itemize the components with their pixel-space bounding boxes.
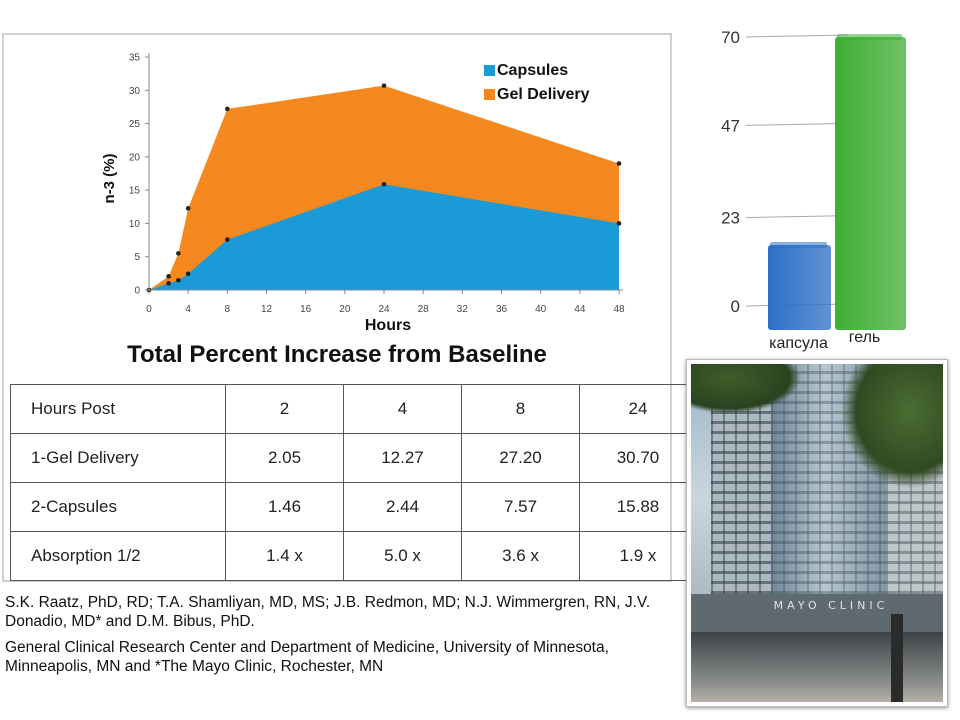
legend-label: Gel Delivery: [497, 86, 590, 103]
table-cell: 8: [461, 384, 580, 434]
bar-0: [768, 244, 831, 330]
table-cell: 3.6 x: [461, 531, 580, 581]
authors-text: S.K. Raatz, PhD, RD; T.A. Shamliyan, MD,…: [5, 594, 651, 630]
study-panel: 0 5 10 15 20 25 30 35 0 4 8 12 16 20 24 28 32 36 40 44 48 Hou…: [2, 33, 697, 582]
photo-frame: MAYO CLINIC: [686, 359, 948, 707]
x-tick-label: 8: [225, 304, 231, 315]
point-gel-delivery: [176, 251, 181, 256]
y-tick-label: 25: [129, 119, 141, 130]
bar-chart: 0 23 47 70 капсула гель: [721, 28, 906, 352]
table-row: Absorption 1/2 1.4 x 5.0 x 3.6 x 1.9 x: [10, 531, 697, 581]
point-gel-delivery: [185, 206, 191, 211]
table-cell: 2: [225, 384, 344, 434]
gridline: [745, 34, 849, 38]
table-header-row: Hours Post 2 4 8 24: [10, 384, 697, 434]
bar-1: [835, 37, 906, 330]
x-category-label: капсула: [769, 335, 828, 352]
y-tick-label: 5: [134, 252, 140, 263]
x-tick-label: 4: [185, 304, 191, 315]
table-cell: 1.46: [225, 482, 344, 532]
bar-top-face: [770, 241, 827, 248]
mayo-clinic-building-photo: MAYO CLINIC: [691, 364, 943, 702]
building-sign: MAYO CLINIC: [773, 599, 889, 612]
y-tick-label: 0: [731, 297, 740, 316]
x-tick-label: 24: [378, 304, 390, 315]
row-label-cell: Absorption 1/2: [10, 531, 226, 581]
table-cell: 24: [579, 384, 697, 434]
point-capsules: [176, 277, 181, 283]
y-axis-label: n-3 (%): [101, 154, 118, 204]
y-tick-label: 10: [129, 219, 141, 230]
y-tick-label: 20: [129, 152, 141, 163]
table-cell: 30.70: [579, 433, 697, 483]
x-tick-label: 32: [457, 304, 469, 315]
x-tick-label: 36: [496, 304, 508, 315]
area-capsules: [149, 184, 619, 290]
results-table: Hours Post 2 4 8 24 1-Gel Delivery 2.05 12.27 27…: [10, 384, 697, 581]
legend-label: Capsules: [497, 62, 568, 79]
point-gel-delivery: [616, 161, 622, 166]
table-cell: 1.9 x: [579, 531, 697, 581]
y-tick-label: 0: [134, 286, 140, 297]
y-tick-label: 35: [129, 53, 141, 64]
x-tick-label: 0: [146, 304, 152, 315]
x-axis-label: Hours: [365, 317, 411, 334]
x-tick-label: 44: [574, 304, 586, 315]
table-cell: 5.0 x: [343, 531, 462, 581]
gridline: [745, 122, 849, 126]
row-label-cell: Hours Post: [10, 384, 226, 434]
y-tick-label: 23: [721, 209, 740, 228]
table-row: 2-Capsules 1.46 2.44 7.57 15.88: [10, 482, 697, 532]
point-capsules: [166, 281, 171, 286]
row-label-cell: 1-Gel Delivery: [10, 433, 226, 483]
table-cell: 15.88: [579, 482, 697, 532]
table-cell: 12.27: [343, 433, 462, 483]
table-cell: 4: [343, 384, 462, 434]
gridline: [745, 215, 849, 219]
table-cell: 7.57: [461, 482, 580, 532]
point-capsules: [185, 271, 191, 277]
row-label-cell: 2-Capsules: [10, 482, 226, 532]
x-tick-label: 40: [535, 304, 547, 315]
point-gel-delivery: [225, 106, 230, 112]
legend-swatch: [484, 89, 495, 100]
legend-swatch: [484, 65, 495, 76]
point-gel-delivery: [166, 274, 171, 279]
y-tick-label: 47: [721, 116, 740, 135]
point-capsules: [225, 237, 230, 242]
x-tick-label: 20: [339, 304, 351, 315]
table-cell: 27.20: [461, 433, 580, 483]
point-capsules: [381, 181, 387, 187]
y-tick-label: 15: [129, 186, 141, 197]
affiliation-text: General Clinical Research Center and Dep…: [5, 639, 609, 675]
x-tick-label: 48: [613, 304, 625, 315]
table-cell: 2.44: [343, 482, 462, 532]
table-row: 1-Gel Delivery 2.05 12.27 27.20 30.70: [10, 433, 697, 483]
credits: S.K. Raatz, PhD, RD; T.A. Shamliyan, MD,…: [5, 593, 655, 683]
table-cell: 1.4 x: [225, 531, 344, 581]
x-tick-label: 28: [418, 304, 430, 315]
bar-top-face: [837, 34, 902, 40]
x-category-label: гель: [849, 329, 881, 346]
y-tick-label: 30: [129, 86, 141, 97]
x-tick-label: 12: [261, 304, 273, 315]
table-cell: 2.05: [225, 433, 344, 483]
point-gel-delivery: [381, 83, 387, 88]
table-title: Total Percent Increase from Baseline: [127, 341, 547, 368]
point-capsules: [616, 221, 622, 226]
y-tick-label: 70: [721, 28, 740, 47]
x-tick-label: 16: [300, 304, 312, 315]
